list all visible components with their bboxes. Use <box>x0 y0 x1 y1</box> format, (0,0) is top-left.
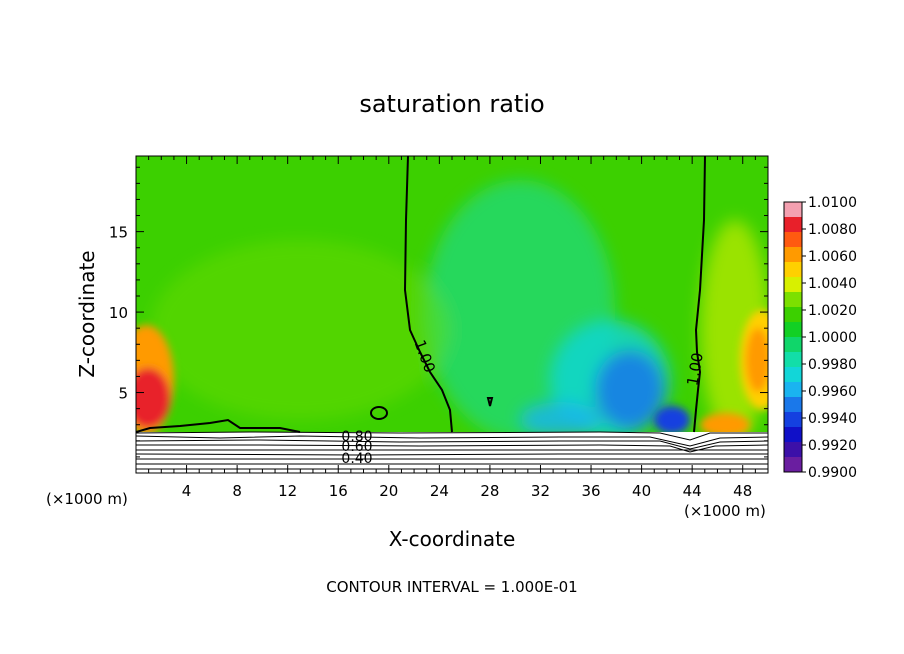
colorbar-label: 1.0080 <box>808 222 857 238</box>
colorbar-swatch <box>784 307 802 323</box>
colorbar-label: 1.0100 <box>808 195 857 211</box>
x-tick-label: 24 <box>430 482 449 500</box>
y-tick-label: 10 <box>109 304 128 322</box>
colorbar-label: 0.9940 <box>808 411 857 427</box>
colorbar-swatch <box>784 292 802 308</box>
colorbar-swatch <box>784 382 802 398</box>
contour-label-3: 0.80 <box>341 429 372 445</box>
field-region-blue <box>595 350 665 430</box>
dry-layer-contours <box>136 431 768 470</box>
field-region-dark-blue <box>654 406 690 434</box>
x-tick-label: 28 <box>480 482 499 500</box>
colorbar-label: 1.0040 <box>808 276 857 292</box>
colorbar-swatch <box>784 442 802 458</box>
colorbar-swatch <box>784 367 802 383</box>
colorbar-label: 1.0020 <box>808 303 857 319</box>
x-tick-label: 20 <box>379 482 398 500</box>
contour-1.00-small <box>486 397 494 407</box>
plot-area <box>136 156 768 473</box>
colorbar: 1.0100 1.0080 1.0060 1.0040 1.0020 1.0000 0.99… <box>783 195 857 481</box>
field-region-red-left <box>136 368 170 428</box>
field-region-blue-low <box>520 402 600 438</box>
colorbar-label: 0.9980 <box>808 357 857 373</box>
y-axis-label: Z-coordinate <box>75 250 99 377</box>
x-tick-label: 32 <box>531 482 550 500</box>
x-tick-label: 8 <box>232 482 242 500</box>
colorbar-swatch <box>784 202 802 218</box>
y-axis: 5 10 15 <box>109 166 768 458</box>
x-tick-label: 44 <box>683 482 702 500</box>
contour-1.00-base-left <box>136 418 301 433</box>
field-edges <box>136 310 768 437</box>
colorbar-label: 0.9960 <box>808 384 857 400</box>
contour-1.00-left <box>403 156 453 433</box>
colorbar-swatch <box>784 337 802 353</box>
colorbar-swatch <box>784 457 802 473</box>
contour-1.00-island <box>370 406 388 420</box>
colorbar-label: 0.9920 <box>808 438 857 454</box>
colorbar-label: 1.0060 <box>808 249 857 265</box>
y-tick-label: 5 <box>118 385 128 403</box>
y-tick-label: 15 <box>109 224 128 242</box>
x-tick-label: 4 <box>182 482 192 500</box>
x-tick-label: 12 <box>278 482 297 500</box>
contour-interval-footer: CONTOUR INTERVAL = 1.000E-01 <box>326 578 577 596</box>
colorbar-swatch <box>784 277 802 293</box>
colorbar-swatch <box>784 262 802 278</box>
contour-lines <box>136 156 706 433</box>
x-unit-left: (×1000 m) <box>46 490 128 508</box>
contour-label-4: 0.60 <box>341 439 372 455</box>
colorbar-swatch <box>784 412 802 428</box>
colorbar-swatch <box>784 427 802 443</box>
x-unit-right: (×1000 m) <box>684 502 766 520</box>
field-region-orange-base <box>700 413 750 437</box>
chart-title: saturation ratio <box>359 90 544 118</box>
dry-layer <box>136 432 768 473</box>
colorbar-swatch <box>784 247 802 263</box>
x-axis: 4 8 12 16 20 24 28 32 36 40 44 48 <box>148 156 756 500</box>
colorbar-swatch <box>784 397 802 413</box>
colorbar-swatch <box>784 322 802 338</box>
colorbar-swatch <box>784 232 802 248</box>
field-shading <box>150 180 768 440</box>
contour-label-2: 1.00 <box>683 351 707 387</box>
x-tick-label: 36 <box>581 482 600 500</box>
x-axis-label: X-coordinate <box>389 527 516 551</box>
colorbar-label: 0.9900 <box>808 465 857 481</box>
contour-label-5: 0.40 <box>341 451 372 467</box>
x-tick-label: 48 <box>733 482 752 500</box>
colorbar-swatch <box>784 217 802 233</box>
colorbar-swatch <box>784 352 802 368</box>
contour-1.00-right <box>693 156 706 433</box>
field-region-orange-right <box>746 328 768 392</box>
x-tick-label: 16 <box>329 482 348 500</box>
colorbar-label: 1.0000 <box>808 330 857 346</box>
field-region-light-green <box>150 240 450 420</box>
x-tick-label: 40 <box>632 482 651 500</box>
